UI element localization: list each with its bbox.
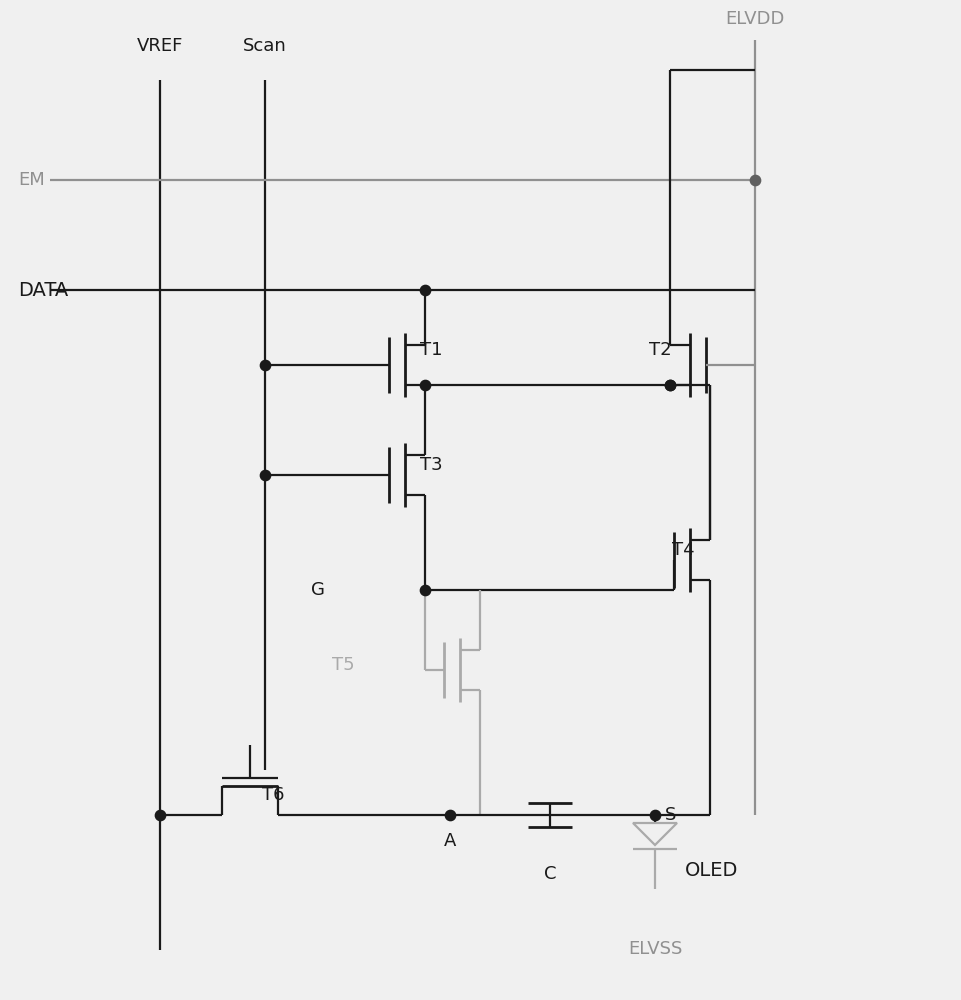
Text: VREF: VREF <box>136 37 184 55</box>
Text: Scan: Scan <box>243 37 287 55</box>
Text: DATA: DATA <box>18 280 68 300</box>
Point <box>258 467 273 483</box>
Text: ELVDD: ELVDD <box>726 10 785 28</box>
Point <box>748 172 763 188</box>
Point <box>417 582 432 598</box>
Text: T3: T3 <box>420 456 443 474</box>
Text: T5: T5 <box>333 656 355 674</box>
Point <box>442 807 457 823</box>
Point <box>417 377 432 393</box>
Text: G: G <box>311 581 325 599</box>
Point <box>152 807 167 823</box>
Point <box>648 807 663 823</box>
Text: T6: T6 <box>262 786 284 804</box>
Text: S: S <box>665 806 677 824</box>
Point <box>417 282 432 298</box>
Text: OLED: OLED <box>685 860 738 880</box>
Text: T1: T1 <box>420 341 442 359</box>
Text: C: C <box>544 865 556 883</box>
Text: T4: T4 <box>672 541 695 559</box>
Point <box>258 357 273 373</box>
Text: A: A <box>444 832 456 850</box>
Point <box>662 377 678 393</box>
Text: ELVSS: ELVSS <box>628 940 682 958</box>
Text: T2: T2 <box>650 341 672 359</box>
Text: EM: EM <box>18 171 45 189</box>
Point <box>662 377 678 393</box>
